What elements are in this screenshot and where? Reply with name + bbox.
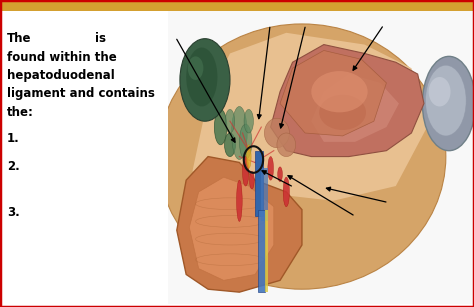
Ellipse shape bbox=[246, 145, 251, 168]
Ellipse shape bbox=[428, 77, 450, 107]
Bar bbox=[258, 210, 265, 292]
Ellipse shape bbox=[231, 107, 247, 160]
Ellipse shape bbox=[225, 133, 236, 157]
Text: 2.: 2. bbox=[7, 160, 20, 173]
Polygon shape bbox=[177, 157, 302, 292]
Ellipse shape bbox=[264, 118, 290, 148]
Polygon shape bbox=[192, 33, 427, 201]
Ellipse shape bbox=[426, 65, 466, 136]
Polygon shape bbox=[280, 50, 386, 136]
Ellipse shape bbox=[278, 167, 283, 182]
Ellipse shape bbox=[180, 39, 230, 121]
Ellipse shape bbox=[283, 177, 290, 207]
Text: is: is bbox=[95, 32, 106, 45]
Polygon shape bbox=[271, 45, 424, 157]
Ellipse shape bbox=[277, 133, 296, 157]
Bar bbox=[255, 151, 263, 216]
Ellipse shape bbox=[214, 109, 227, 145]
Text: ligament and contains: ligament and contains bbox=[7, 87, 155, 100]
Ellipse shape bbox=[244, 109, 254, 133]
Ellipse shape bbox=[237, 180, 242, 221]
Ellipse shape bbox=[319, 95, 366, 130]
Bar bbox=[0, 0, 474, 11]
Text: The: The bbox=[7, 32, 32, 45]
Ellipse shape bbox=[225, 109, 235, 133]
Ellipse shape bbox=[243, 157, 249, 186]
Text: hepatoduodenal: hepatoduodenal bbox=[7, 69, 115, 82]
Polygon shape bbox=[189, 177, 274, 280]
Ellipse shape bbox=[188, 56, 203, 80]
Text: found within the: found within the bbox=[7, 51, 117, 64]
Ellipse shape bbox=[239, 124, 252, 160]
Ellipse shape bbox=[268, 157, 273, 180]
Ellipse shape bbox=[249, 171, 254, 189]
Polygon shape bbox=[311, 74, 399, 142]
Ellipse shape bbox=[158, 24, 446, 289]
Ellipse shape bbox=[422, 56, 474, 151]
Text: 3.: 3. bbox=[7, 206, 20, 219]
Bar bbox=[261, 168, 267, 221]
Text: 1.: 1. bbox=[7, 132, 20, 145]
Bar bbox=[161, 9, 474, 304]
Bar bbox=[0, 11, 168, 307]
Ellipse shape bbox=[311, 71, 368, 112]
Ellipse shape bbox=[186, 48, 218, 107]
Text: the:: the: bbox=[7, 106, 34, 119]
Bar bbox=[265, 210, 268, 292]
